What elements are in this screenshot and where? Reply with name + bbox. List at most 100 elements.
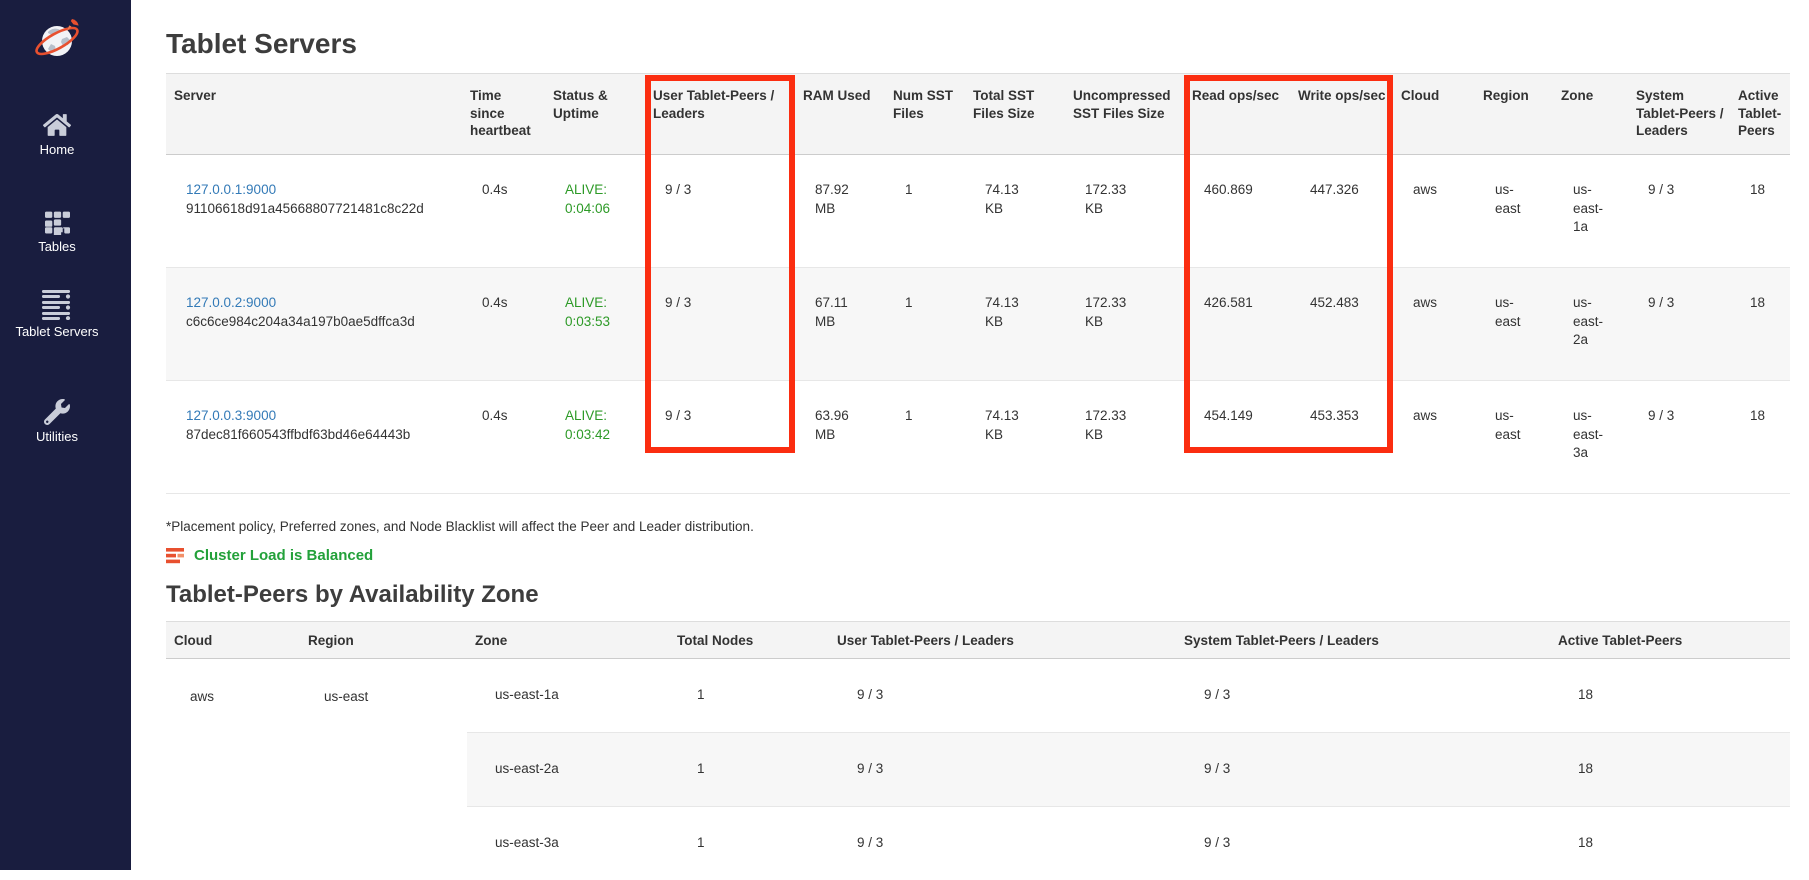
col-header-status: Status & Uptime bbox=[545, 73, 645, 155]
uncompressed-sst-cell: 172.33 KB bbox=[1065, 380, 1184, 494]
utilities-icon bbox=[44, 399, 70, 425]
col-header-active-peers: Active Tablet-Peers bbox=[1730, 73, 1790, 155]
col-header-user-peers: User Tablet-Peers / Leaders bbox=[829, 621, 1176, 659]
write-ops-cell: 447.326 bbox=[1290, 154, 1393, 268]
user-peers-cell: 9 / 3 bbox=[829, 805, 1176, 880]
active-peers-cell: 18 bbox=[1730, 154, 1790, 268]
server-uuid: 91106618d91a45668807721481c8c22d bbox=[186, 200, 424, 216]
zone-cell: us-east-3a bbox=[467, 805, 669, 880]
region-cell: us- east bbox=[1475, 380, 1553, 494]
active-peers-cell: 18 bbox=[1550, 731, 1790, 807]
system-peers-cell: 9 / 3 bbox=[1628, 154, 1730, 268]
col-header-server: Server bbox=[166, 73, 462, 155]
col-header-total-sst: Total SST Files Size bbox=[965, 73, 1065, 155]
col-header-heartbeat: Time since heartbeat bbox=[462, 73, 545, 155]
col-header-zone: Zone bbox=[1553, 73, 1628, 155]
system-peers-cell: 9 / 3 bbox=[1628, 267, 1730, 381]
zone-cell: us- east- 3a bbox=[1553, 380, 1628, 494]
user-peers-cell: 9 / 3 bbox=[645, 380, 795, 494]
region-cell: us- east bbox=[1475, 267, 1553, 381]
total-nodes-cell: 1 bbox=[669, 805, 829, 880]
server-address-link[interactable]: 127.0.0.3:9000 bbox=[186, 408, 277, 423]
table-row: 127.0.0.3:9000 87dec81f660543ffbdf63bd46… bbox=[166, 380, 1790, 494]
user-peers-cell: 9 / 3 bbox=[645, 267, 795, 381]
col-header-zone: Zone bbox=[467, 621, 669, 659]
table-row: aws us-east us-east-1a 1 9 / 3 9 / 3 18 bbox=[166, 657, 1790, 880]
status-cell: ALIVE: 0:03:53 bbox=[545, 267, 645, 381]
uncompressed-sst-cell: 172.33 KB bbox=[1065, 154, 1184, 268]
server-uuid: 87dec81f660543ffbdf63bd46e64443b bbox=[186, 426, 411, 442]
sidebar-item-utilities[interactable]: Utilities bbox=[0, 399, 114, 444]
tablet-peers-by-zone-table: Cloud Region Zone Total Nodes User Table… bbox=[166, 621, 1790, 880]
total-nodes-cell: 1 bbox=[669, 731, 829, 807]
col-header-user-peers: User Tablet-Peers / Leaders bbox=[645, 73, 795, 155]
zone-cell: us-east-1a bbox=[467, 657, 669, 733]
col-header-system-peers: System Tablet-Peers / Leaders bbox=[1628, 73, 1730, 155]
server-address-link[interactable]: 127.0.0.2:9000 bbox=[186, 295, 277, 310]
num-sst-cell: 1 bbox=[885, 267, 965, 381]
sidebar-item-tables[interactable]: Tables bbox=[0, 210, 114, 254]
total-sst-cell: 74.13 KB bbox=[965, 154, 1065, 268]
col-header-region: Region bbox=[1475, 73, 1553, 155]
total-sst-cell: 74.13 KB bbox=[965, 380, 1065, 494]
tables-icon bbox=[44, 211, 70, 235]
home-icon bbox=[43, 114, 71, 136]
servers-table-header-row: Server Time since heartbeat Status & Upt… bbox=[166, 73, 1790, 155]
total-nodes-cell: 1 bbox=[669, 657, 829, 733]
tablet-servers-icon bbox=[42, 290, 71, 320]
col-header-cloud: Cloud bbox=[1393, 73, 1475, 155]
num-sst-cell: 1 bbox=[885, 380, 965, 494]
tablet-servers-table: Server Time since heartbeat Status & Upt… bbox=[166, 73, 1790, 494]
balance-status-text: Cluster Load is Balanced bbox=[194, 547, 374, 564]
ram-cell: 87.92 MB bbox=[795, 154, 885, 268]
user-peers-cell: 9 / 3 bbox=[645, 154, 795, 268]
balance-bars-icon bbox=[166, 547, 184, 563]
page-title: Tablet Servers bbox=[166, 28, 357, 59]
col-header-num-sst: Num SST Files bbox=[885, 73, 965, 155]
col-header-region: Region bbox=[300, 621, 467, 659]
uncompressed-sst-cell: 172.33 KB bbox=[1065, 267, 1184, 381]
user-peers-cell: 9 / 3 bbox=[829, 731, 1176, 807]
sidebar-item-tablet-servers[interactable]: Tablet Servers bbox=[0, 290, 114, 339]
heartbeat-cell: 0.4s bbox=[462, 267, 545, 381]
active-peers-cell: 18 bbox=[1730, 380, 1790, 494]
read-ops-cell: 454.149 bbox=[1184, 380, 1290, 494]
sidebar-item-label: Home bbox=[39, 142, 75, 157]
zone-cell: us-east-2a bbox=[467, 731, 669, 807]
table-row: us-east-3a 1 9 / 3 9 / 3 18 bbox=[166, 805, 1790, 880]
sidebar-item-home[interactable]: Home bbox=[0, 112, 114, 157]
cloud-cell: aws bbox=[1393, 154, 1475, 268]
server-uuid: c6c6ce984c204a34a197b0ae5dffca3d bbox=[186, 313, 415, 329]
placement-policy-note: *Placement policy, Preferred zones, and … bbox=[166, 519, 754, 534]
sidebar-item-label: Utilities bbox=[36, 429, 78, 444]
sidebar-item-label: Tables bbox=[38, 239, 76, 254]
cluster-balance-status: Cluster Load is Balanced bbox=[166, 547, 1809, 564]
status-cell: ALIVE: 0:03:42 bbox=[545, 380, 645, 494]
system-peers-cell: 9 / 3 bbox=[1628, 380, 1730, 494]
sidebar: Home Tables Tablet Servers U bbox=[0, 0, 131, 870]
zone-cell: us- east- 1a bbox=[1553, 154, 1628, 268]
zone-cell: us- east- 2a bbox=[1553, 267, 1628, 381]
active-peers-cell: 18 bbox=[1550, 657, 1790, 733]
heartbeat-cell: 0.4s bbox=[462, 380, 545, 494]
server-address-link[interactable]: 127.0.0.1:9000 bbox=[186, 182, 277, 197]
system-peers-cell: 9 / 3 bbox=[1176, 731, 1550, 807]
zones-table-header-row: Cloud Region Zone Total Nodes User Table… bbox=[166, 621, 1790, 659]
heartbeat-cell: 0.4s bbox=[462, 154, 545, 268]
table-row: us-east-2a 1 9 / 3 9 / 3 18 bbox=[166, 731, 1790, 807]
total-sst-cell: 74.13 KB bbox=[965, 267, 1065, 381]
col-header-ram: RAM Used bbox=[795, 73, 885, 155]
region-cell: us- east bbox=[1475, 154, 1553, 268]
status-cell: ALIVE: 0:04:06 bbox=[545, 154, 645, 268]
col-header-uncompressed-sst: Uncompressed SST Files Size bbox=[1065, 73, 1184, 155]
col-header-read-ops: Read ops/sec bbox=[1184, 73, 1290, 155]
region-cell: us-east bbox=[300, 657, 467, 880]
write-ops-cell: 453.353 bbox=[1290, 380, 1393, 494]
read-ops-cell: 426.581 bbox=[1184, 267, 1290, 381]
server-cell: 127.0.0.1:9000 91106618d91a4566880772148… bbox=[166, 154, 462, 268]
cloud-cell: aws bbox=[166, 657, 300, 880]
active-peers-cell: 18 bbox=[1550, 805, 1790, 880]
num-sst-cell: 1 bbox=[885, 154, 965, 268]
app-logo[interactable] bbox=[0, 14, 114, 71]
cloud-cell: aws bbox=[1393, 380, 1475, 494]
